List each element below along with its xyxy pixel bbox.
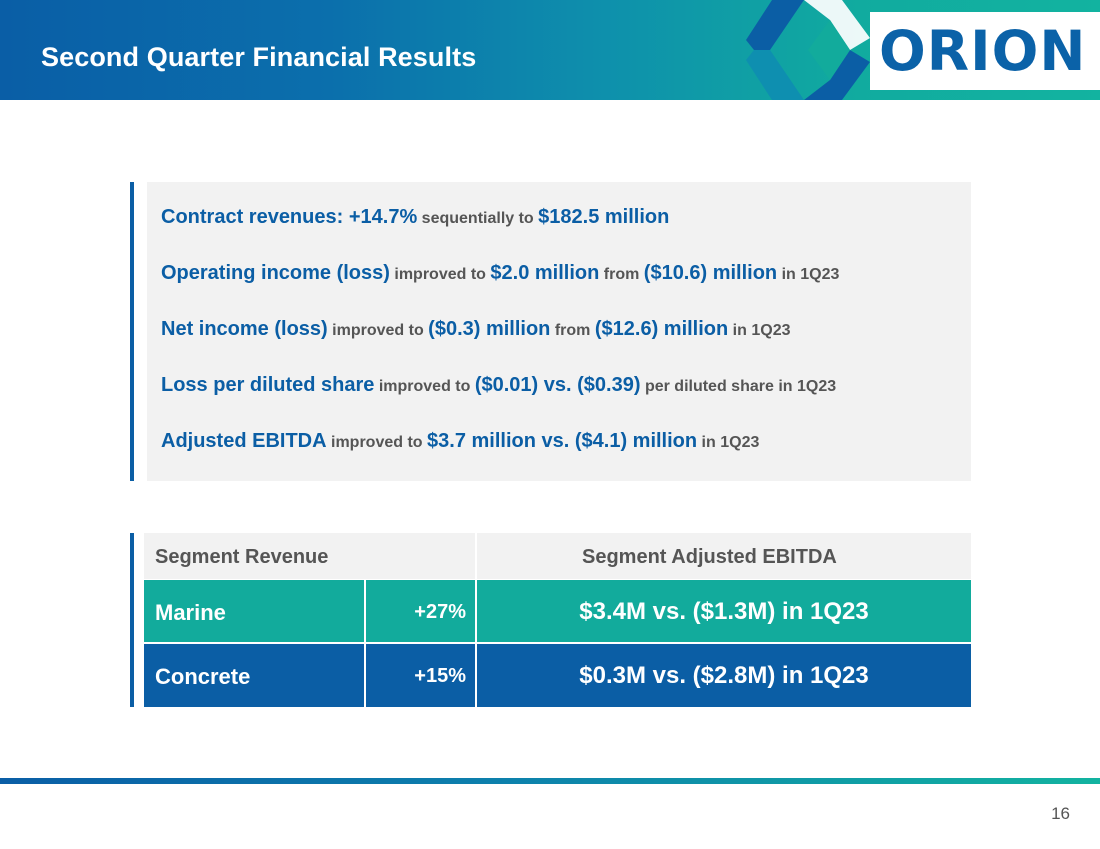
summary-text: improved to xyxy=(389,266,491,283)
summary-text: from xyxy=(550,322,595,339)
footer-rule xyxy=(0,778,1100,784)
summary-text: improved to xyxy=(326,434,428,451)
summary-text: improved to xyxy=(374,378,475,395)
segment-growth-cell-concrete: +15% xyxy=(366,644,475,707)
summary-text: ($10.6) million xyxy=(643,262,778,284)
segment-ebitda-header-cell: Segment Adjusted EBITDA xyxy=(477,533,971,579)
summary-text: in 1Q23 xyxy=(777,266,840,283)
summary-text: in 1Q23 xyxy=(728,322,791,339)
segment-revenue-header: Segment Revenue xyxy=(155,546,329,568)
segment-accent-bar xyxy=(130,533,134,707)
segment-growth-cell-marine: +27% xyxy=(366,580,475,642)
summary-line-revenue: Contract revenues: +14.7% sequentially t… xyxy=(161,205,669,231)
summary-text: improved to xyxy=(327,322,429,339)
summary-text: Loss per diluted share xyxy=(161,374,375,396)
summary-panel xyxy=(147,182,971,481)
segment-name: Marine xyxy=(155,600,226,625)
segment-ebitda-cell-concrete: $0.3M vs. ($2.8M) in 1Q23 xyxy=(477,644,971,707)
segment-growth: +15% xyxy=(414,665,466,687)
summary-text: Operating income (loss) xyxy=(161,262,390,284)
summary-text: from xyxy=(599,266,644,283)
summary-text: $182.5 million xyxy=(538,206,670,228)
segment-ebitda-value: $3.4M vs. ($1.3M) in 1Q23 xyxy=(579,598,869,625)
summary-text: $2.0 million xyxy=(490,262,600,284)
segment-name-cell-concrete: Concrete xyxy=(144,644,364,707)
summary-line-adjusted-ebitda: Adjusted EBITDA improved to $3.7 million… xyxy=(161,429,759,455)
segment-ebitda-value: $0.3M vs. ($2.8M) in 1Q23 xyxy=(579,662,869,689)
orion-logo: ORION xyxy=(746,0,1100,100)
segment-revenue-header-cell: Segment Revenue xyxy=(144,533,475,579)
summary-text: in 1Q23 xyxy=(697,434,760,451)
page-title: Second Quarter Financial Results xyxy=(41,42,477,72)
summary-text: $3.7 million vs. ($4.1) million xyxy=(427,430,698,452)
summary-line-net-income: Net income (loss) improved to ($0.3) mil… xyxy=(161,317,790,343)
summary-text: per diluted share in 1Q23 xyxy=(640,378,837,395)
summary-text: sequentially to xyxy=(417,210,539,227)
summary-text: Contract revenues: +14.7% xyxy=(161,206,418,228)
segment-name: Concrete xyxy=(155,664,251,689)
summary-line-eps: Loss per diluted share improved to ($0.0… xyxy=(161,373,836,399)
segment-growth: +27% xyxy=(414,601,466,623)
segment-ebitda-cell-marine: $3.4M vs. ($1.3M) in 1Q23 xyxy=(477,580,971,642)
summary-text: ($12.6) million xyxy=(594,318,729,340)
summary-text: Net income (loss) xyxy=(161,318,328,340)
segment-name-cell-marine: Marine xyxy=(144,580,364,642)
summary-text: Adjusted EBITDA xyxy=(161,430,327,452)
header-banner: Second Quarter Financial Results ORION xyxy=(0,0,1100,100)
summary-accent-bar xyxy=(130,182,134,481)
logo-backdrop xyxy=(870,12,1100,90)
summary-line-operating-income: Operating income (loss) improved to $2.0… xyxy=(161,261,839,287)
logo-wordmark: ORION xyxy=(879,19,1087,83)
summary-text: ($0.3) million xyxy=(428,318,551,340)
summary-text: ($0.01) vs. ($0.39) xyxy=(474,374,641,396)
page-number: 16 xyxy=(1051,804,1070,823)
orion-diamond-icon xyxy=(746,0,870,100)
segment-ebitda-header: Segment Adjusted EBITDA xyxy=(582,546,837,568)
